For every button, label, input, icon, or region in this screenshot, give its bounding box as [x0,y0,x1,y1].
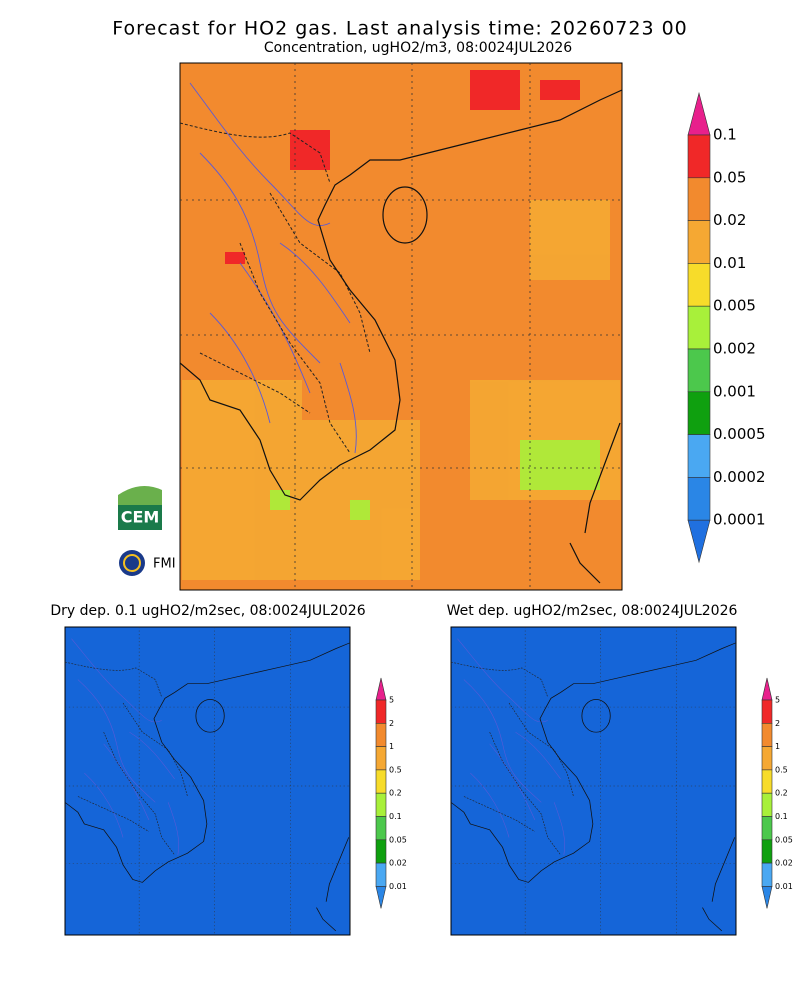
panel-title: Dry dep. 0.1 ugHO2/m2sec, 08:0024JUL2026 [50,603,365,619]
colorbar-label: 0.0002 [713,468,766,486]
colorbar-label: 1 [775,742,780,751]
colorbar-segment [375,769,387,794]
colorbar-segment [761,839,773,864]
wet-dep-map [450,626,737,936]
colorbar-segment [687,477,711,521]
colorbar-segment [687,134,711,179]
colorbar-cap [375,677,387,701]
colorbar-label: 0.02 [775,859,793,868]
colorbar-label: 0.005 [713,297,756,315]
subtitle: Concentration, ugHO2/m3, 08:0024JUL2026 [264,40,572,56]
colorbar-cap [687,519,711,564]
colorbar-segment [687,305,711,350]
colorbar-segment [375,816,387,841]
colorbar-label: 0.02 [389,859,407,868]
cem-text: CEM [121,508,160,527]
colorbar-label: 5 [389,696,394,705]
dry-dep-map [64,626,351,936]
colorbar-label: 0.2 [775,789,788,798]
colorbar-segment [761,699,773,724]
colorbar-label: 0.05 [713,168,746,186]
colorbar-label: 0.2 [389,789,402,798]
colorbar-label: 0.1 [389,812,402,821]
colorbar-segment [375,746,387,771]
colorbar-label: 0.01 [389,882,407,891]
colorbar-cap [761,677,773,701]
colorbar-label: 0.01 [775,882,793,891]
colorbar-segment [761,722,773,747]
colorbar-segment [761,816,773,841]
colorbar-label: 0.5 [775,765,788,774]
colorbar-segment [761,746,773,771]
fmi-logo: FMI [119,550,176,576]
colorbar-segment [687,177,711,221]
colorbar-label: 1 [389,742,394,751]
colorbar-label: 0.1 [713,126,737,144]
colorbar-segment [687,348,711,393]
colorbar-label: 0.01 [713,254,746,272]
colorbar-cap [375,886,387,909]
colorbar-segment [375,862,387,887]
colorbar-segment [687,263,711,307]
colorbar-label: 0.1 [775,812,788,821]
cem-logo: CEM [118,486,162,530]
colorbar-label: 0.002 [713,340,756,358]
colorbar-segment [687,391,711,435]
colorbar-segment [687,434,711,478]
fmi-text: FMI [153,557,176,572]
colorbar-label: 0.05 [775,835,793,844]
colorbar-segment [761,792,773,817]
colorbar-cap [687,91,711,136]
colorbar-label: 0.001 [713,382,756,400]
panel-title: Wet dep. ugHO2/m2sec, 08:0024JUL2026 [447,603,738,619]
colorbar-label: 0.5 [389,765,402,774]
colorbar-segment [761,862,773,887]
title: Forecast for HO2 gas. Last analysis time… [112,18,688,40]
colorbar-label: 0.0001 [713,511,766,529]
colorbar-segment [375,722,387,747]
colorbar-label: 2 [389,719,394,728]
colorbar-cap [761,886,773,909]
main-map [179,62,623,591]
colorbar-segment [687,220,711,264]
colorbar-segment [375,839,387,864]
colorbar-segment [375,699,387,724]
colorbar-label: 0.05 [389,835,407,844]
colorbar-label: 0.0005 [713,425,766,443]
colorbar-segment [375,792,387,817]
colorbar-label: 0.02 [713,211,746,229]
colorbar-label: 2 [775,719,780,728]
colorbar-segment [761,769,773,794]
colorbar-label: 5 [775,696,780,705]
